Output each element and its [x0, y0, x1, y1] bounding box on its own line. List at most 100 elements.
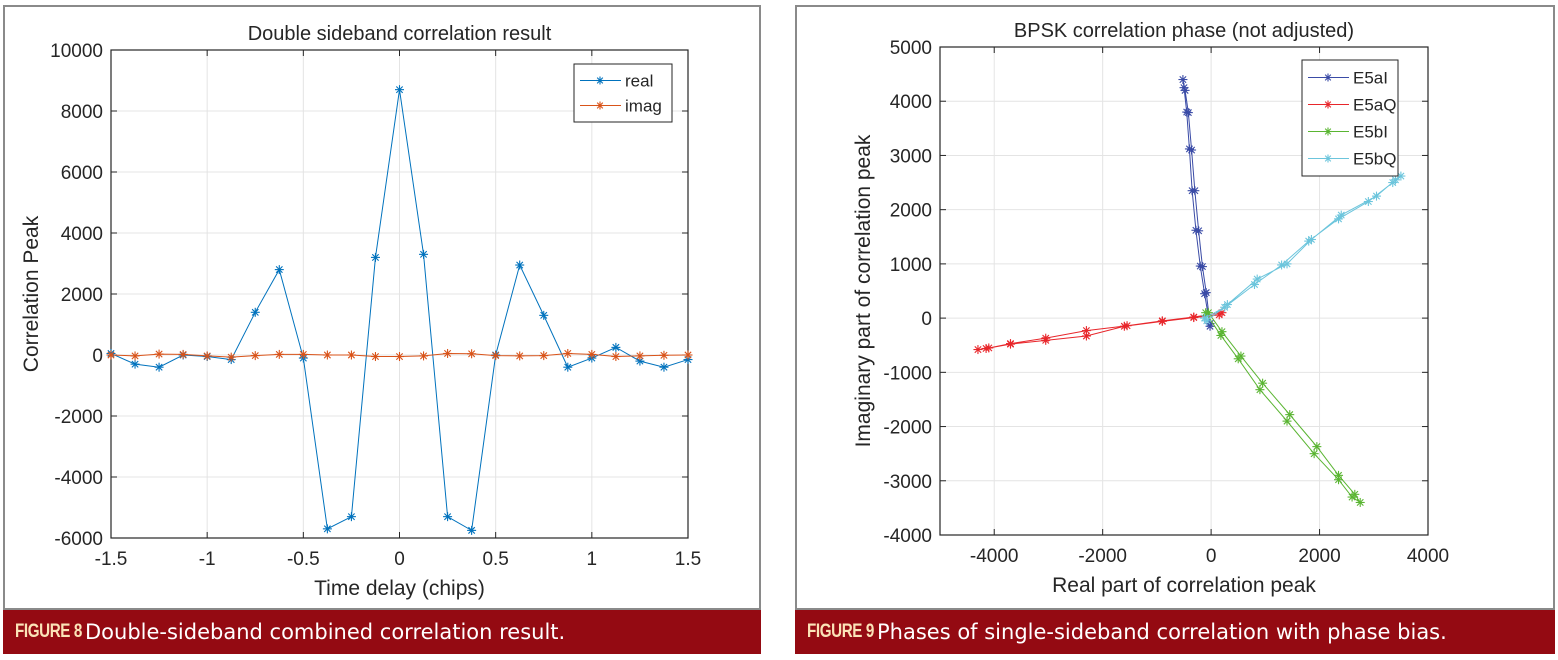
- data-point-imag: [202, 351, 212, 361]
- y-tick-label: 4000: [890, 92, 932, 113]
- data-point-E5aI: [1178, 75, 1188, 85]
- x-tick-label: 0.5: [482, 549, 508, 570]
- chart-title: Double sideband correlation result: [248, 23, 552, 45]
- legend: real imag: [573, 63, 673, 123]
- data-point-E5bQ: [1363, 197, 1373, 207]
- data-point-imag: [346, 350, 356, 360]
- y-tick-label: 4000: [61, 224, 103, 245]
- y-tick-label: 6000: [61, 163, 103, 184]
- legend-label-real: real: [625, 72, 653, 91]
- data-point-imag: [274, 349, 284, 359]
- legend-label-E5aI: E5aI: [1353, 69, 1388, 88]
- legend-box: [573, 63, 673, 123]
- data-point-E5bQ: [1396, 171, 1406, 181]
- data-point-imag: [298, 349, 308, 359]
- data-point-imag: [178, 349, 188, 359]
- data-point-E5aQ: [1122, 321, 1132, 331]
- data-point-real: [443, 512, 453, 522]
- data-point-E5aQ: [1005, 339, 1015, 349]
- y-tick-label: 0: [921, 309, 932, 330]
- legend-box: [1301, 59, 1399, 177]
- y-axis-label: Correlation Peak: [20, 215, 43, 372]
- y-tick-label: -3000: [883, 472, 932, 493]
- figure-8-caption: FIGURE 8 Double-sideband combined correl…: [3, 610, 761, 654]
- x-tick-label: -1: [199, 549, 216, 570]
- x-tick-label: 0: [394, 549, 405, 570]
- legend-marker-E5bQ: [1324, 154, 1332, 163]
- y-tick-label: 2000: [890, 201, 932, 222]
- x-tick-label: 4000: [1407, 546, 1449, 567]
- series-E5bI: [1201, 308, 1365, 507]
- data-point-E5bQ: [1334, 214, 1344, 224]
- y-tick-label: 2000: [61, 285, 103, 306]
- data-point-imag: [322, 350, 332, 360]
- data-point-E5aI: [1180, 85, 1190, 95]
- data-point-real: [659, 362, 669, 372]
- data-point-E5bQ: [1282, 259, 1292, 269]
- data-point-E5aQ: [1217, 308, 1227, 318]
- data-point-E5aQ: [1081, 326, 1091, 336]
- data-point-E5bI: [1217, 327, 1227, 337]
- data-point-real: [130, 359, 140, 369]
- data-point-real: [515, 260, 525, 270]
- data-point-E5aQ: [1041, 333, 1051, 343]
- data-point-imag: [683, 350, 693, 360]
- legend-marker-imag: [596, 101, 604, 110]
- data-point-real: [250, 307, 260, 317]
- figure-8-label: FIGURE 8: [15, 621, 82, 642]
- axes-box: [939, 46, 1429, 536]
- legend-label-E5bI: E5bI: [1353, 123, 1388, 142]
- data-point-E5bI: [1309, 449, 1319, 459]
- figure-8-caption-text: Double-sideband combined correlation res…: [85, 620, 566, 644]
- y-tick-label: 5000: [890, 38, 932, 59]
- data-point-real: [467, 525, 477, 535]
- data-point-imag: [491, 351, 501, 361]
- y-tick-label: 8000: [61, 102, 103, 123]
- data-point-E5bI: [1350, 489, 1360, 499]
- data-point-real: [322, 524, 332, 534]
- x-tick-label: -2000: [1078, 546, 1127, 567]
- data-point-imag: [370, 352, 380, 362]
- data-point-E5bI: [1334, 470, 1344, 480]
- x-tick-label: 1: [587, 549, 598, 570]
- data-point-E5aQ: [984, 343, 994, 353]
- data-point-imag: [154, 349, 164, 359]
- data-point-imag: [250, 351, 260, 361]
- y-tick-label: 0: [92, 346, 103, 367]
- data-point-E5aQ: [1157, 316, 1167, 326]
- legend-marker-real: [596, 76, 604, 85]
- data-point-E5bI: [1255, 385, 1265, 395]
- data-point-E5bQ: [1249, 279, 1259, 289]
- data-point-E5aI: [1201, 288, 1211, 298]
- y-tick-label: -2000: [883, 418, 932, 439]
- data-point-imag: [611, 352, 621, 362]
- data-point-imag: [419, 351, 429, 361]
- legend-label-E5bQ: E5bQ: [1353, 150, 1396, 169]
- data-point-imag: [515, 351, 525, 361]
- data-point-E5bI: [1236, 351, 1246, 361]
- x-tick-label: -4000: [970, 546, 1019, 567]
- y-tick-label: -4000: [883, 526, 932, 547]
- data-point-imag: [106, 350, 116, 360]
- data-point-real: [395, 85, 404, 95]
- data-point-real: [346, 512, 356, 522]
- data-point-E5bQ: [1220, 302, 1230, 312]
- x-tick-label: 1.5: [675, 549, 701, 570]
- x-axis-label: Real part of correlation peak: [1052, 574, 1316, 597]
- data-point-E5bI: [1285, 410, 1295, 420]
- data-point-E5aI: [1183, 108, 1193, 118]
- data-point-E5aI: [1190, 186, 1200, 196]
- data-point-imag: [467, 349, 477, 359]
- data-point-E5bQ: [1304, 236, 1314, 246]
- data-point-E5bI: [1355, 497, 1365, 507]
- data-point-real: [370, 252, 380, 262]
- data-point-E5aQ: [1189, 312, 1199, 322]
- y-tick-label: 3000: [890, 146, 932, 167]
- y-tick-label: -1000: [883, 363, 932, 384]
- y-tick-label: -2000: [54, 407, 103, 428]
- x-tick-label: 2000: [1298, 546, 1340, 567]
- data-point-imag: [539, 351, 549, 361]
- chart-double-sideband: -1.5 -1 -0.5 0 0.5 1 1.5 10000 8000 6000 4000 2000 0…: [20, 23, 701, 600]
- data-point-E5aI: [1194, 226, 1204, 236]
- data-point-imag: [395, 352, 404, 362]
